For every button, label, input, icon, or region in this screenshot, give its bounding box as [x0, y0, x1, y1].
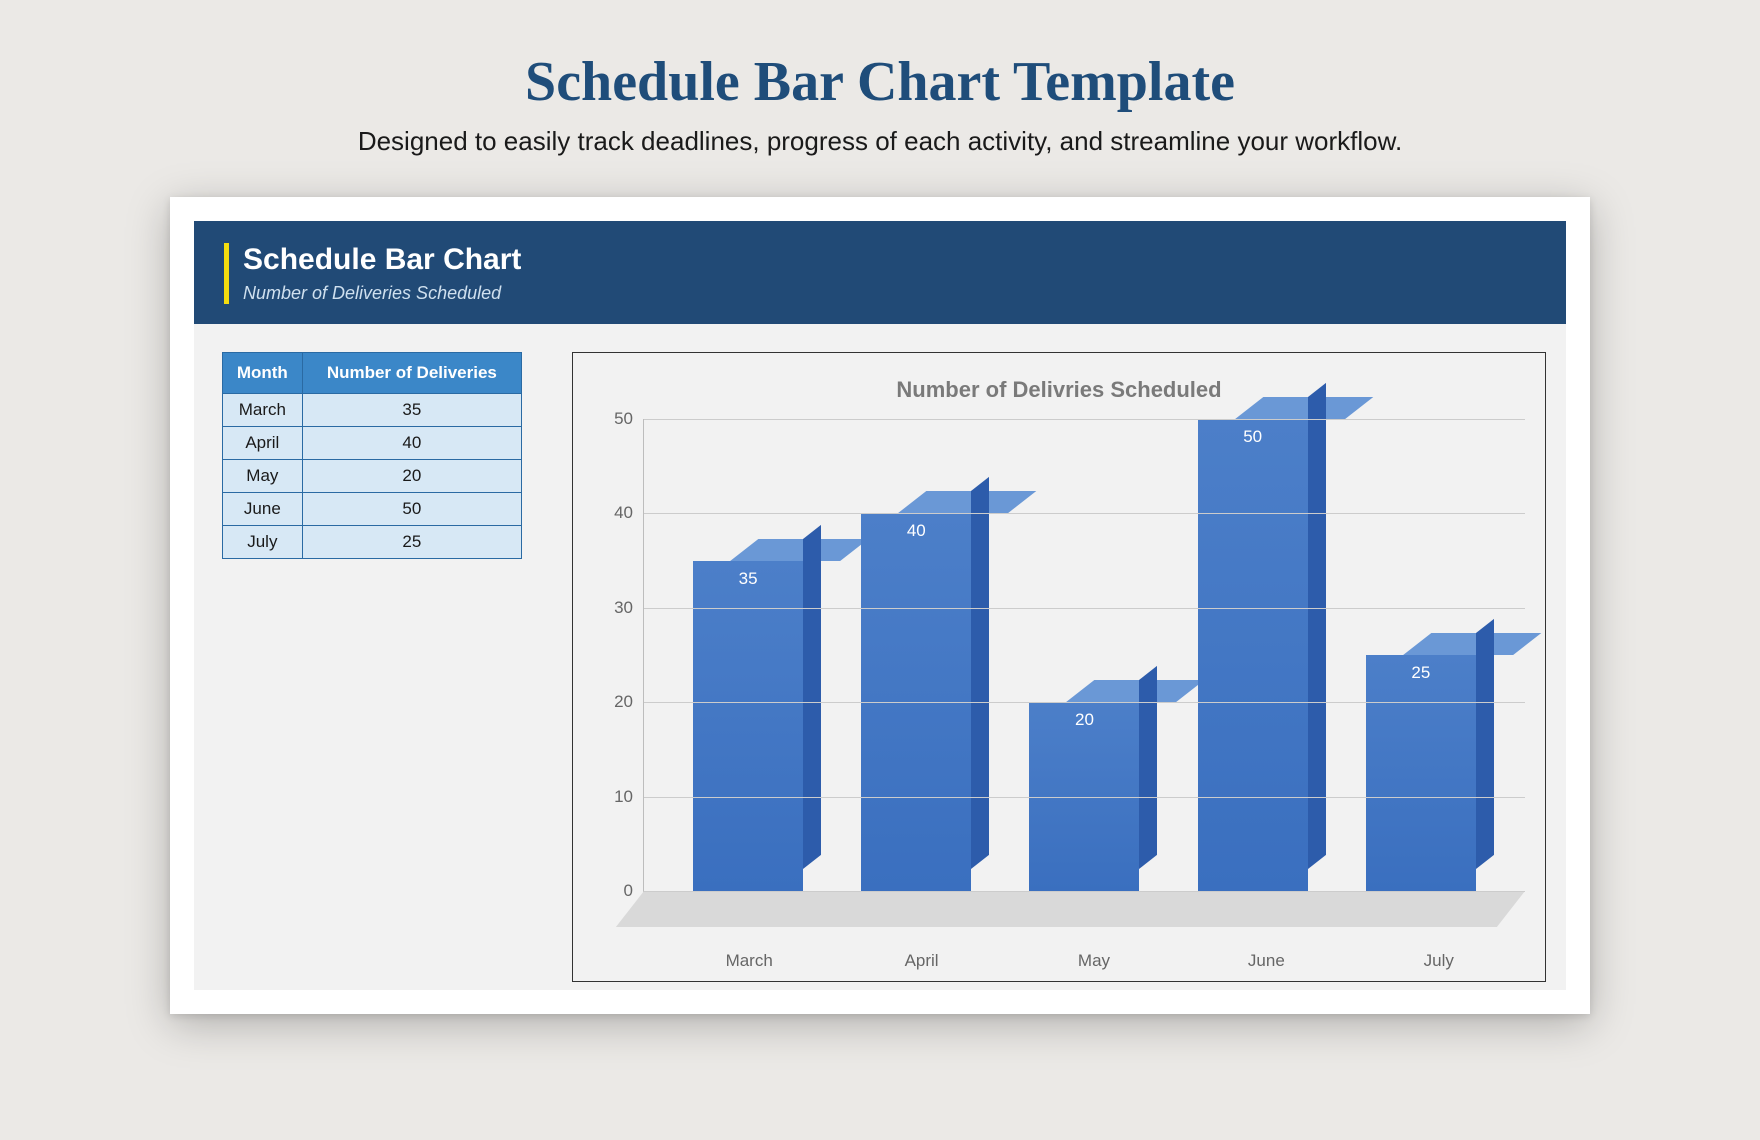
banner: Schedule Bar Chart Number of Deliveries … [194, 221, 1566, 324]
bar-front: 25 [1366, 655, 1476, 891]
x-tick-label: March [685, 937, 813, 981]
banner-subtitle: Number of Deliveries Scheduled [243, 283, 1536, 304]
table-cell: 35 [302, 394, 521, 427]
bar-top [898, 491, 1036, 513]
bar-front: 50 [1198, 419, 1308, 891]
plot-area: 35 40 20 50 25 [643, 419, 1525, 927]
data-table-wrap: Month Number of Deliveries March35April4… [202, 352, 532, 982]
table-row: May20 [223, 460, 522, 493]
table-header-deliveries: Number of Deliveries [302, 353, 521, 394]
table-row: July25 [223, 526, 522, 559]
x-tick-label: June [1202, 937, 1330, 981]
bar-side [1139, 666, 1157, 869]
template-card: Schedule Bar Chart Number of Deliveries … [170, 197, 1590, 1014]
table-row: March35 [223, 394, 522, 427]
bar-front: 35 [693, 561, 803, 891]
y-tick-label: 40 [614, 503, 633, 523]
table-cell: 25 [302, 526, 521, 559]
grid-line [644, 608, 1525, 609]
content-area: Month Number of Deliveries March35April4… [194, 324, 1566, 990]
bar: 25 [1366, 655, 1476, 891]
plot-outer: 0 10 20 30 40 50 35 40 20 50 25 [573, 409, 1545, 937]
bar-side [971, 477, 989, 869]
chart-title: Number of Delivries Scheduled [573, 353, 1545, 409]
bar-value-label: 35 [693, 569, 803, 589]
bar-value-label: 40 [861, 521, 971, 541]
x-tick-label: May [1030, 937, 1158, 981]
bar: 50 [1198, 419, 1308, 891]
y-tick-label: 10 [614, 787, 633, 807]
banner-title: Schedule Bar Chart [243, 243, 1536, 277]
y-tick-label: 50 [614, 409, 633, 429]
table-header-month: Month [223, 353, 303, 394]
bar-side [1476, 619, 1494, 869]
grid-line [644, 419, 1525, 420]
bar-side [803, 525, 821, 869]
table-cell: 50 [302, 493, 521, 526]
chart-floor [616, 891, 1525, 927]
y-tick-label: 20 [614, 692, 633, 712]
x-tick-label: April [858, 937, 986, 981]
grid-line [644, 702, 1525, 703]
table-cell: July [223, 526, 303, 559]
grid-line [644, 797, 1525, 798]
table-row: June50 [223, 493, 522, 526]
y-tick-label: 30 [614, 598, 633, 618]
y-tick-label: 0 [624, 881, 633, 901]
table-row: April40 [223, 427, 522, 460]
banner-accent: Schedule Bar Chart Number of Deliveries … [224, 243, 1536, 304]
bars-group: 35 40 20 50 25 [644, 419, 1525, 891]
grid-line [644, 513, 1525, 514]
table-cell: 40 [302, 427, 521, 460]
x-tick-label: July [1375, 937, 1503, 981]
bar-value-label: 50 [1198, 427, 1308, 447]
page-subtitle: Designed to easily track deadlines, prog… [358, 126, 1402, 157]
table-cell: May [223, 460, 303, 493]
y-axis: 01020304050 [583, 419, 643, 927]
table-cell: March [223, 394, 303, 427]
bar-top [1067, 680, 1205, 702]
table-cell: June [223, 493, 303, 526]
table-cell: April [223, 427, 303, 460]
page-title: Schedule Bar Chart Template [525, 50, 1235, 114]
data-table: Month Number of Deliveries March35April4… [222, 352, 522, 559]
table-cell: 20 [302, 460, 521, 493]
grid-line [644, 891, 1525, 892]
bar: 35 [693, 561, 803, 891]
bar-top [1403, 633, 1541, 655]
bar-top [730, 539, 868, 561]
bar-value-label: 25 [1366, 663, 1476, 683]
x-axis: March April May June July [573, 937, 1545, 981]
chart-container: Number of Delivries Scheduled 0 10 20 30 40 5… [572, 352, 1546, 982]
bar-value-label: 20 [1029, 710, 1139, 730]
